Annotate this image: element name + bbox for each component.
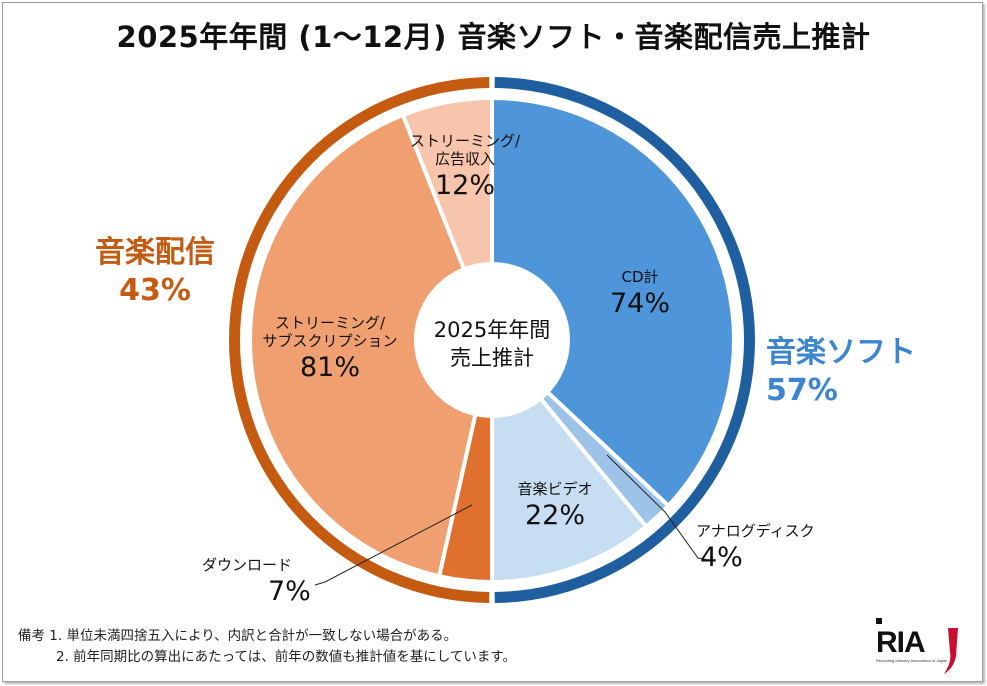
data-label-subscription: ストリーミング/ サブスクリプション 81% (240, 314, 420, 386)
center-label-line1: 2025年年間 (433, 318, 551, 342)
label-name: ストリーミング/ (409, 132, 521, 150)
center-label: 2025年年間 売上推計 (412, 316, 572, 372)
chart-title: 2025年年間 (1〜12月) 音楽ソフト・音楽配信売上推計 (116, 20, 871, 54)
footnotes: 備考 1. 単位未満四捨五入により、内訳と合計が一致しない場合がある。 2. 前… (18, 626, 516, 668)
center-label-line2: 売上推計 (450, 346, 534, 370)
group-name: 音楽配信 (95, 235, 215, 270)
data-label-download: ダウンロード 7% (190, 556, 330, 610)
data-label-ad: ストリーミング/ 広告収入 12% (380, 132, 550, 204)
group-label-digital: 音楽配信 43% (80, 234, 230, 310)
svg-text:RIA: RIA (876, 626, 925, 659)
data-label-video: 音楽ビデオ 22% (480, 480, 630, 534)
donut-hole (414, 262, 570, 418)
label-name: 音楽ビデオ (517, 480, 593, 498)
label-name: アナログディスク (696, 522, 815, 540)
label-pct: 12% (434, 170, 495, 201)
pie-slice-1-1 (248, 112, 494, 579)
label-pct: 22% (524, 500, 585, 531)
label-name: CD計 (621, 268, 659, 286)
label-name: ダウンロード (202, 556, 293, 574)
footnote-1: 備考 1. 単位未満四捨五入により、内訳と合計が一致しない場合がある。 (18, 628, 458, 644)
label-pct: 7% (268, 576, 311, 607)
data-label-cd: CD計 74% (570, 268, 710, 322)
label-pct: 81% (299, 352, 360, 383)
group-pct: 43% (119, 273, 191, 308)
group-label-physical: 音楽ソフト 57% (766, 334, 916, 410)
leader-line-analog (606, 454, 709, 561)
label-pct: 4% (700, 542, 743, 573)
label-name: ストリーミング/ (274, 314, 386, 332)
label-pct: 74% (609, 288, 670, 319)
group-name: 音楽ソフト (766, 335, 916, 370)
label-name: サブスクリプション (262, 332, 398, 350)
pie-slice-0-0 (490, 96, 736, 508)
riaj-logo: RIA Recording Industry Association of Ja… (870, 616, 970, 676)
data-label-analog: アナログディスク 4% (670, 522, 860, 576)
svg-text:Recording Industry Association: Recording Industry Association of Japan (876, 658, 947, 663)
group-pct: 57% (766, 373, 838, 408)
footnote-2: 2. 前年同期比の算出にあたっては、前年の数値も推計値を基にしています。 (56, 649, 516, 665)
leader-line-download (314, 504, 473, 586)
label-name: 広告収入 (434, 150, 495, 168)
